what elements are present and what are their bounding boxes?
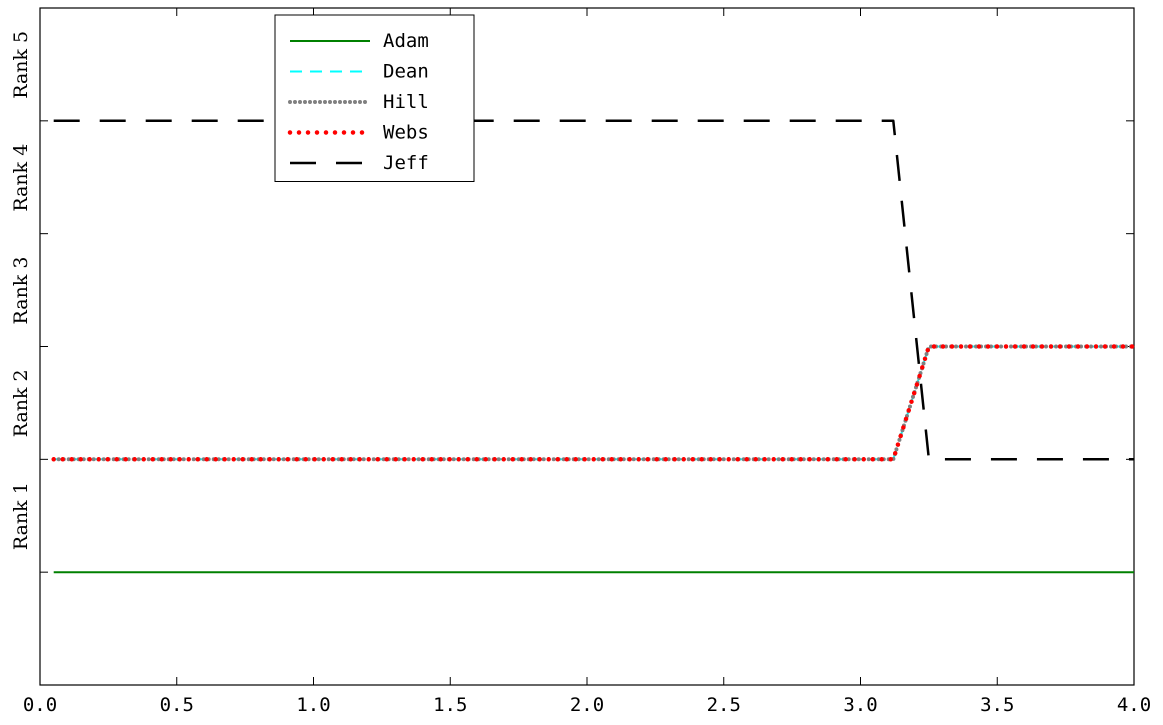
legend-label-hill: Hill (383, 91, 429, 113)
legend-label-adam: Adam (383, 30, 429, 52)
x-tick-label: 3.5 (980, 694, 1014, 716)
x-tick-label: 3.0 (843, 694, 877, 716)
legend-label-dean: Dean (383, 61, 429, 83)
y-tick-label: Rank 1 (10, 482, 32, 550)
x-tick-label: 2.5 (707, 694, 741, 716)
y-tick-label: Rank 2 (10, 369, 32, 437)
x-tick-label: 0.0 (23, 694, 57, 716)
series-line-hill (51, 344, 1136, 462)
legend-label-webs: Webs (383, 122, 429, 144)
x-tick-label: 0.5 (160, 694, 194, 716)
axes: 0.0 0.5 1.0 1.5 2.0 2.5 3.0 3.5 4.0 Rank 1 Rank 2 R… (10, 7, 1151, 716)
series-line-dean (53, 345, 1134, 461)
y-tick-label: Rank 3 (10, 257, 32, 325)
legend-box (274, 14, 475, 182)
series-line-webs (51, 344, 1137, 462)
x-tick-label: 1.5 (433, 694, 467, 716)
series-lines (51, 119, 1137, 574)
legend: Adam Dean Hill Webs Jeff (274, 14, 475, 182)
series-line-jeff (53, 119, 1134, 461)
y-tick-label: Rank 4 (10, 144, 32, 212)
x-tick-label: 1.0 (296, 694, 330, 716)
legend-label-jeff: Jeff (383, 152, 429, 174)
x-tick-label: 2.0 (570, 694, 604, 716)
y-tick-label: Rank 5 (10, 31, 32, 99)
x-tick-label: 4.0 (1117, 694, 1151, 716)
